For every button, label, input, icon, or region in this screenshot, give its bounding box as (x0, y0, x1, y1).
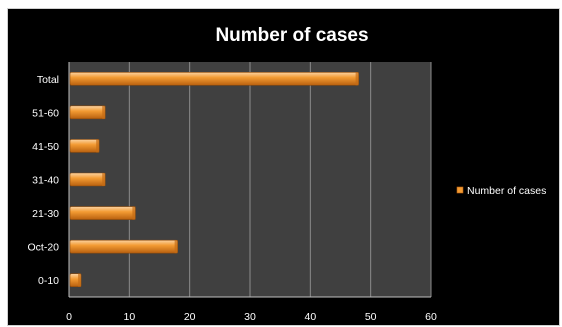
x-tick-label: 40 (304, 311, 316, 323)
legend: Number of cases (456, 185, 546, 197)
bar-31-40 (69, 172, 106, 187)
legend-label: Number of cases (467, 185, 546, 197)
x-tick-label: 0 (66, 311, 72, 323)
x-tick-label: 30 (244, 311, 256, 323)
gridlines (68, 62, 432, 298)
y-tick-label: 51-60 (32, 107, 59, 119)
x-tick-label: 60 (425, 311, 437, 323)
bar-end-cap (174, 240, 178, 254)
bars (69, 71, 359, 288)
bar-end-cap (96, 139, 100, 153)
bar-end-cap (102, 173, 106, 186)
bar-end-cap (132, 206, 136, 220)
bar-Total (69, 71, 359, 86)
bar-chart: Number of cases 0-10 Oct-20 21-30 31-40 41-5… (27, 25, 546, 323)
y-tick-label: 41-50 (32, 141, 59, 153)
bar-end-cap (78, 273, 82, 287)
chart-title: Number of cases (215, 25, 368, 46)
x-tick-label: 20 (184, 311, 196, 323)
x-axis-tick-labels: 0 10 20 30 40 50 60 (66, 311, 437, 323)
bar-Oct-20 (69, 239, 178, 254)
bar-end-cap (355, 72, 359, 86)
y-tick-label: Oct-20 (27, 242, 59, 254)
y-tick-label: 21-30 (32, 208, 59, 220)
bar-end-cap (102, 105, 106, 119)
y-axis-tick-labels: 0-10 Oct-20 21-30 31-40 41-50 51-60 Total (27, 74, 59, 287)
y-tick-label: Total (37, 74, 59, 86)
y-tick-label: 31-40 (32, 175, 59, 187)
bar-21-30 (69, 206, 136, 220)
chart-container: Number of cases 0-10 Oct-20 21-30 31-40 41-5… (7, 8, 560, 326)
x-tick-label: 10 (123, 311, 135, 323)
bar-51-60 (69, 105, 106, 120)
bar-41-50 (69, 139, 100, 153)
legend-swatch (456, 186, 464, 194)
x-tick-label: 50 (365, 311, 377, 323)
y-tick-label: 0-10 (38, 275, 59, 287)
